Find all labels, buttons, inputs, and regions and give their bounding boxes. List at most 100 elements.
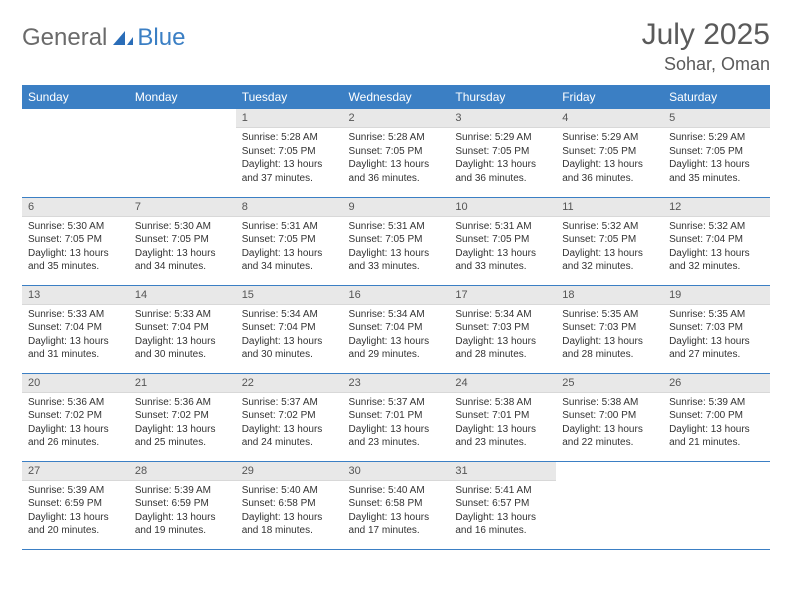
sunset-line: Sunset: 7:01 PM — [455, 409, 550, 423]
day-number: 7 — [129, 198, 236, 217]
day-content: Sunrise: 5:30 AMSunset: 7:05 PMDaylight:… — [129, 217, 236, 278]
calendar-day-cell: 30Sunrise: 5:40 AMSunset: 6:58 PMDayligh… — [343, 461, 450, 549]
daylight-line: Daylight: 13 hours and 29 minutes. — [349, 335, 444, 362]
day-number: 9 — [343, 198, 450, 217]
day-number: 2 — [343, 109, 450, 128]
daylight-line: Daylight: 13 hours and 22 minutes. — [562, 423, 657, 450]
daylight-line: Daylight: 13 hours and 30 minutes. — [242, 335, 337, 362]
title-block: July 2025 Sohar, Oman — [642, 18, 770, 75]
daylight-line: Daylight: 13 hours and 28 minutes. — [562, 335, 657, 362]
sunset-line: Sunset: 7:03 PM — [455, 321, 550, 335]
calendar-day-cell: 15 Sunrise: 5:34 AMSunset: 7:04 PMDayligh… — [236, 285, 343, 373]
calendar-day-cell: 29Sunrise: 5:40 AMSunset: 6:58 PMDayligh… — [236, 461, 343, 549]
daylight-line: Daylight: 13 hours and 36 minutes. — [349, 158, 444, 185]
day-number: 10 — [449, 198, 556, 217]
day-content: Sunrise: 5:28 AMSunset: 7:05 PMDaylight:… — [343, 128, 450, 189]
calendar-week-row: 13Sunrise: 5:33 AMSunset: 7:04 PMDayligh… — [22, 285, 770, 373]
sunrise-line: Sunrise: 5:34 AM — [242, 308, 337, 322]
calendar-day-cell: 5Sunrise: 5:29 AMSunset: 7:05 PMDaylight… — [663, 109, 770, 197]
sunrise-line: Sunrise: 5:39 AM — [135, 484, 230, 498]
day-content: Sunrise: 5:35 AMSunset: 7:03 PMDaylight:… — [663, 305, 770, 366]
sunset-line: Sunset: 7:03 PM — [562, 321, 657, 335]
sunset-line: Sunset: 7:04 PM — [669, 233, 764, 247]
sunset-line: Sunset: 7:05 PM — [242, 145, 337, 159]
sunrise-line: Sunrise: 5:40 AM — [242, 484, 337, 498]
daylight-line: Daylight: 13 hours and 18 minutes. — [242, 511, 337, 538]
day-content: Sunrise: 5:29 AMSunset: 7:05 PMDaylight:… — [663, 128, 770, 189]
day-content: Sunrise: 5:31 AMSunset: 7:05 PMDaylight:… — [449, 217, 556, 278]
calendar-day-cell: 17Sunrise: 5:34 AMSunset: 7:03 PMDayligh… — [449, 285, 556, 373]
sunset-line: Sunset: 7:05 PM — [135, 233, 230, 247]
day-content: Sunrise: 5:34 AMSunset: 7:03 PMDaylight:… — [449, 305, 556, 366]
sunset-line: Sunset: 7:00 PM — [669, 409, 764, 423]
day-number: 26 — [663, 374, 770, 393]
sunrise-line: Sunrise: 5:36 AM — [28, 396, 123, 410]
day-number: 23 — [343, 374, 450, 393]
sunset-line: Sunset: 7:05 PM — [455, 145, 550, 159]
sunrise-line: Sunrise: 5:29 AM — [562, 131, 657, 145]
calendar-day-cell — [556, 461, 663, 549]
day-number: 27 — [22, 462, 129, 481]
sunset-line: Sunset: 7:04 PM — [242, 321, 337, 335]
calendar-day-cell: 21Sunrise: 5:36 AMSunset: 7:02 PMDayligh… — [129, 373, 236, 461]
daylight-line: Daylight: 13 hours and 25 minutes. — [135, 423, 230, 450]
calendar-day-cell — [663, 461, 770, 549]
daylight-line: Daylight: 13 hours and 36 minutes. — [455, 158, 550, 185]
sunrise-line: Sunrise: 5:29 AM — [455, 131, 550, 145]
day-number: 1 — [236, 109, 343, 128]
calendar-body: 1Sunrise: 5:28 AMSunset: 7:05 PMDaylight… — [22, 109, 770, 549]
weekday-header: Thursday — [449, 85, 556, 109]
sunset-line: Sunset: 7:05 PM — [669, 145, 764, 159]
daylight-line: Daylight: 13 hours and 33 minutes. — [349, 247, 444, 274]
sunrise-line: Sunrise: 5:30 AM — [135, 220, 230, 234]
day-number: 5 — [663, 109, 770, 128]
day-number: 29 — [236, 462, 343, 481]
weekday-header: Tuesday — [236, 85, 343, 109]
day-number: 12 — [663, 198, 770, 217]
day-content: Sunrise: 5:41 AMSunset: 6:57 PMDaylight:… — [449, 481, 556, 542]
calendar-day-cell: 2Sunrise: 5:28 AMSunset: 7:05 PMDaylight… — [343, 109, 450, 197]
daylight-line: Daylight: 13 hours and 23 minutes. — [455, 423, 550, 450]
calendar-day-cell: 20Sunrise: 5:36 AMSunset: 7:02 PMDayligh… — [22, 373, 129, 461]
day-number: 6 — [22, 198, 129, 217]
sunset-line: Sunset: 7:05 PM — [349, 145, 444, 159]
day-number: 17 — [449, 286, 556, 305]
weekday-header: Saturday — [663, 85, 770, 109]
daylight-line: Daylight: 13 hours and 21 minutes. — [669, 423, 764, 450]
sunset-line: Sunset: 7:04 PM — [28, 321, 123, 335]
calendar-day-cell: 25Sunrise: 5:38 AMSunset: 7:00 PMDayligh… — [556, 373, 663, 461]
day-number: 28 — [129, 462, 236, 481]
sunrise-line: Sunrise: 5:28 AM — [242, 131, 337, 145]
daylight-line: Daylight: 13 hours and 30 minutes. — [135, 335, 230, 362]
calendar-day-cell: 10Sunrise: 5:31 AMSunset: 7:05 PMDayligh… — [449, 197, 556, 285]
logo-text-blue: Blue — [137, 24, 185, 52]
day-number: 15 — [236, 286, 343, 305]
day-content: Sunrise: 5:29 AMSunset: 7:05 PMDaylight:… — [449, 128, 556, 189]
calendar-day-cell: 27Sunrise: 5:39 AMSunset: 6:59 PMDayligh… — [22, 461, 129, 549]
calendar-day-cell — [22, 109, 129, 197]
day-content: Sunrise: 5:35 AMSunset: 7:03 PMDaylight:… — [556, 305, 663, 366]
day-content: Sunrise: 5:38 AMSunset: 7:01 PMDaylight:… — [449, 393, 556, 454]
sunrise-line: Sunrise: 5:33 AM — [135, 308, 230, 322]
daylight-line: Daylight: 13 hours and 35 minutes. — [28, 247, 123, 274]
calendar-day-cell: 3Sunrise: 5:29 AMSunset: 7:05 PMDaylight… — [449, 109, 556, 197]
sunrise-line: Sunrise: 5:28 AM — [349, 131, 444, 145]
calendar-day-cell: 22Sunrise: 5:37 AMSunset: 7:02 PMDayligh… — [236, 373, 343, 461]
day-content: Sunrise: 5:39 AMSunset: 7:00 PMDaylight:… — [663, 393, 770, 454]
sunrise-line: Sunrise: 5:32 AM — [562, 220, 657, 234]
calendar-day-cell: 13Sunrise: 5:33 AMSunset: 7:04 PMDayligh… — [22, 285, 129, 373]
calendar-day-cell: 7Sunrise: 5:30 AMSunset: 7:05 PMDaylight… — [129, 197, 236, 285]
calendar-day-cell: 1Sunrise: 5:28 AMSunset: 7:05 PMDaylight… — [236, 109, 343, 197]
sunset-line: Sunset: 7:04 PM — [349, 321, 444, 335]
sunset-line: Sunset: 7:02 PM — [242, 409, 337, 423]
day-content: Sunrise: 5:39 AMSunset: 6:59 PMDaylight:… — [129, 481, 236, 542]
sunrise-line: Sunrise: 5:39 AM — [28, 484, 123, 498]
month-title: July 2025 — [642, 18, 770, 52]
day-number: 20 — [22, 374, 129, 393]
calendar-day-cell: 6Sunrise: 5:30 AMSunset: 7:05 PMDaylight… — [22, 197, 129, 285]
day-content: Sunrise: 5:36 AMSunset: 7:02 PMDaylight:… — [129, 393, 236, 454]
day-content: Sunrise: 5:37 AMSunset: 7:01 PMDaylight:… — [343, 393, 450, 454]
day-content: Sunrise: 5:33 AMSunset: 7:04 PMDaylight:… — [22, 305, 129, 366]
sunset-line: Sunset: 7:00 PM — [562, 409, 657, 423]
weekday-header-row: SundayMondayTuesdayWednesdayThursdayFrid… — [22, 85, 770, 109]
